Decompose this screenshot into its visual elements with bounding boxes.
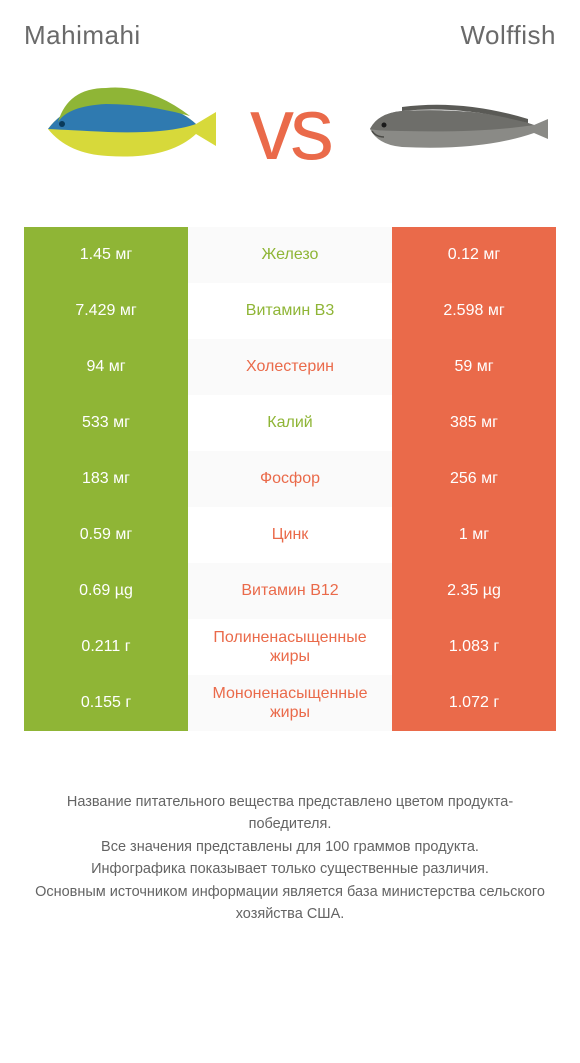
- comparison-table: 1.45 мгЖелезо0.12 мг7.429 мгВитамин B32.…: [24, 227, 556, 731]
- cell-left-value: 0.59 мг: [24, 507, 188, 563]
- table-row: 1.45 мгЖелезо0.12 мг: [24, 227, 556, 283]
- vs-label: vs: [250, 78, 330, 180]
- product-right-name: Wolffish: [460, 20, 556, 51]
- table-row: 0.211 гПолиненасыщенные жиры1.083 г: [24, 619, 556, 675]
- cell-right-value: 385 мг: [392, 395, 556, 451]
- cell-nutrient-label: Витамин B12: [188, 563, 392, 619]
- cell-left-value: 7.429 мг: [24, 283, 188, 339]
- cell-nutrient-label: Фосфор: [188, 451, 392, 507]
- cell-right-value: 59 мг: [392, 339, 556, 395]
- cell-right-value: 256 мг: [392, 451, 556, 507]
- table-row: 533 мгКалий385 мг: [24, 395, 556, 451]
- footer-line: Все значения представлены для 100 граммо…: [32, 836, 548, 858]
- cell-nutrient-label: Мононенасыщенные жиры: [188, 675, 392, 731]
- footer-line: Название питательного вещества представл…: [32, 791, 548, 836]
- images-row: vs: [24, 69, 556, 189]
- cell-nutrient-label: Холестерин: [188, 339, 392, 395]
- product-left-name: Mahimahi: [24, 20, 141, 51]
- cell-right-value: 1.072 г: [392, 675, 556, 731]
- footer-notes: Название питательного вещества представл…: [24, 791, 556, 926]
- cell-right-value: 1.083 г: [392, 619, 556, 675]
- footer-line: Инфографика показывает только существенн…: [32, 858, 548, 880]
- header-row: Mahimahi Wolffish: [24, 20, 556, 51]
- cell-left-value: 533 мг: [24, 395, 188, 451]
- table-row: 94 мгХолестерин59 мг: [24, 339, 556, 395]
- cell-left-value: 0.69 µg: [24, 563, 188, 619]
- cell-right-value: 2.35 µg: [392, 563, 556, 619]
- table-row: 183 мгФосфор256 мг: [24, 451, 556, 507]
- cell-left-value: 1.45 мг: [24, 227, 188, 283]
- footer-line: Основным источником информации является …: [32, 881, 548, 926]
- cell-nutrient-label: Калий: [188, 395, 392, 451]
- cell-left-value: 0.155 г: [24, 675, 188, 731]
- mahimahi-image: [28, 69, 218, 189]
- table-row: 7.429 мгВитамин B32.598 мг: [24, 283, 556, 339]
- cell-left-value: 183 мг: [24, 451, 188, 507]
- cell-right-value: 1 мг: [392, 507, 556, 563]
- table-row: 0.155 гМононенасыщенные жиры1.072 г: [24, 675, 556, 731]
- cell-nutrient-label: Полиненасыщенные жиры: [188, 619, 392, 675]
- cell-nutrient-label: Железо: [188, 227, 392, 283]
- cell-nutrient-label: Витамин B3: [188, 283, 392, 339]
- cell-left-value: 0.211 г: [24, 619, 188, 675]
- cell-left-value: 94 мг: [24, 339, 188, 395]
- cell-nutrient-label: Цинк: [188, 507, 392, 563]
- cell-right-value: 0.12 мг: [392, 227, 556, 283]
- wolffish-image: [362, 69, 552, 189]
- table-row: 0.69 µgВитамин B122.35 µg: [24, 563, 556, 619]
- cell-right-value: 2.598 мг: [392, 283, 556, 339]
- table-row: 0.59 мгЦинк1 мг: [24, 507, 556, 563]
